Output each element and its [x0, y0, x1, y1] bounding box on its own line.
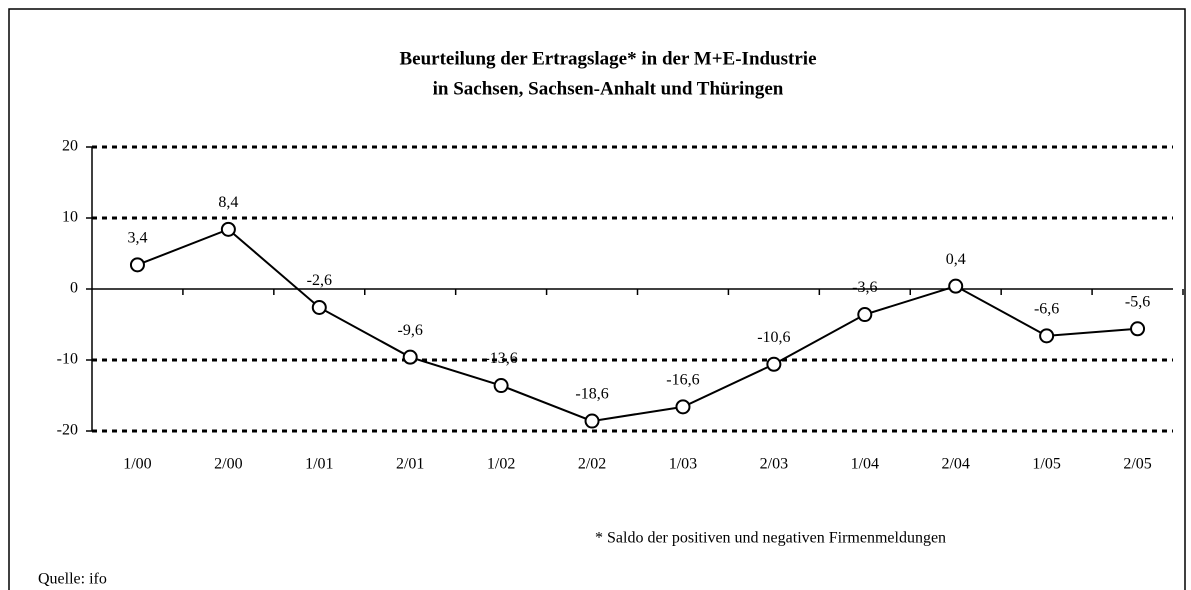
footnote: * Saldo der positiven und negativen Firm…	[595, 530, 946, 547]
point	[493, 378, 509, 394]
source: Quelle: ifo	[38, 571, 107, 588]
point	[675, 399, 691, 415]
frame	[8, 8, 1186, 590]
x-tick-label: 2/00	[214, 456, 242, 473]
point	[1130, 321, 1146, 337]
x-tick-label: 2/02	[578, 456, 606, 473]
chart-subtitle: in Sachsen, Sachsen-Anhalt und Thüringen	[433, 78, 784, 99]
x-tick-label: 1/00	[123, 456, 151, 473]
data-label: -9,6	[398, 322, 423, 339]
data-label: -18,6	[575, 386, 608, 403]
y-tick-label: 0	[70, 280, 78, 297]
point	[311, 299, 327, 315]
data-label: -10,6	[757, 329, 790, 346]
x-tick-label: 2/01	[396, 456, 424, 473]
x-tick-label: 1/02	[487, 456, 515, 473]
data-label: -16,6	[666, 372, 699, 389]
point	[220, 221, 236, 237]
x-tick-label: 1/04	[851, 456, 879, 473]
x-tick-label: 1/01	[305, 456, 333, 473]
y-tick-label: -10	[57, 351, 78, 368]
y-tick-label: 20	[62, 138, 78, 155]
x-tick-label: 2/03	[760, 456, 788, 473]
x-tick-label: 1/03	[669, 456, 697, 473]
y-tick-label: -20	[57, 422, 78, 439]
point	[948, 278, 964, 294]
data-label: 3,4	[127, 230, 147, 247]
data-label: -2,6	[307, 272, 332, 289]
data-label: -5,6	[1125, 293, 1150, 310]
data-label: 0,4	[946, 251, 966, 268]
point	[857, 307, 873, 323]
point	[1039, 328, 1055, 344]
data-label: -3,6	[852, 279, 877, 296]
x-tick-label: 1/05	[1032, 456, 1060, 473]
data-label: -13,6	[484, 350, 517, 367]
line	[137, 228, 1138, 423]
y-tick-label: 10	[62, 209, 78, 226]
x-tick-label: 2/04	[941, 456, 969, 473]
chart-title: Beurteilung der Ertragslage* in der M+E-…	[399, 48, 816, 69]
point	[129, 257, 145, 273]
x-tick-label: 2/05	[1123, 456, 1151, 473]
point	[402, 349, 418, 365]
point	[766, 356, 782, 372]
point	[584, 413, 600, 429]
data-label: -6,6	[1034, 301, 1059, 318]
data-label: 8,4	[218, 194, 238, 211]
